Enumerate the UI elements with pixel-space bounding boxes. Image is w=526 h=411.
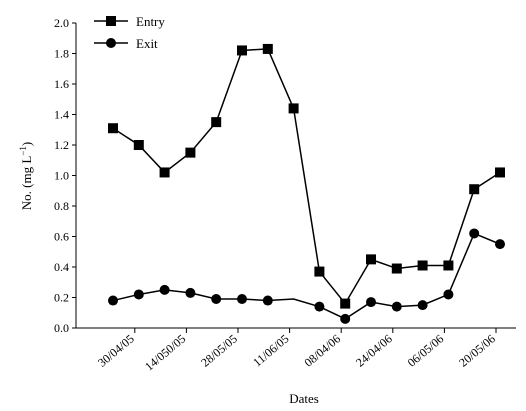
point-entry xyxy=(237,45,247,56)
point-entry xyxy=(469,184,480,195)
y-axis-title: No. (mg L−1) xyxy=(18,142,34,210)
point-entry xyxy=(417,260,428,271)
x-axis-title: Dates xyxy=(289,391,319,406)
point-exit xyxy=(443,289,454,300)
x-tick-label: 30/04/05 xyxy=(95,332,137,370)
point-exit xyxy=(133,289,144,300)
point-entry xyxy=(366,254,376,265)
point-entry xyxy=(314,266,325,277)
axes xyxy=(75,23,516,329)
point-entry xyxy=(159,167,170,178)
point-exit xyxy=(417,300,428,311)
point-exit xyxy=(340,313,351,324)
x-tick-label: 11/06/05 xyxy=(250,332,291,370)
point-exit xyxy=(262,295,273,306)
point-entry xyxy=(340,298,351,309)
point-exit xyxy=(495,239,505,250)
point-exit xyxy=(185,287,196,298)
point-exit xyxy=(159,284,170,295)
y-axis-title-main: No. (mg L xyxy=(19,156,34,211)
y-tick-label: 0.6 xyxy=(54,230,69,244)
point-entry xyxy=(262,43,273,54)
legend-exit-label: Exit xyxy=(136,36,158,51)
x-axis-ticks: 30/04/05 14/050/05 28/05/05 11/06/05 08/04/0… xyxy=(95,328,498,374)
point-entry xyxy=(185,147,196,158)
point-entry xyxy=(288,103,299,114)
y-tick-label: 1.4 xyxy=(54,108,69,122)
point-exit xyxy=(211,294,222,305)
series-line-exit xyxy=(112,232,501,320)
y-axis-ticks: 0.0 0.2 0.4 0.6 0.8 1.0 1.2 1.4 1.6 1.8 2.0 xyxy=(54,16,76,335)
point-exit xyxy=(366,297,376,308)
y-axis-title-close: ) xyxy=(19,142,34,146)
point-entry xyxy=(495,167,505,178)
point-exit xyxy=(108,295,118,306)
point-entry xyxy=(391,263,402,274)
x-tick-label: 06/05/06 xyxy=(405,332,447,370)
y-tick-label: 2.0 xyxy=(54,16,69,30)
series-layer xyxy=(108,43,505,324)
legend-exit-marker xyxy=(106,38,116,48)
y-axis-title-superscript: −1 xyxy=(18,146,28,156)
x-tick-label: 28/05/05 xyxy=(198,332,240,370)
y-tick-label: 0.2 xyxy=(54,291,69,305)
y-tick-label: 1.6 xyxy=(54,77,69,91)
y-tick-label: 1.8 xyxy=(54,47,69,61)
y-tick-label: 0.8 xyxy=(54,199,69,213)
y-tick-label: 0.0 xyxy=(54,321,69,335)
legend-entry-marker xyxy=(106,16,116,26)
legend-entry-label: Entry xyxy=(136,14,165,29)
x-tick-label: 24/04/06 xyxy=(353,332,395,370)
x-tick-label: 20/05/06 xyxy=(456,332,498,370)
point-entry xyxy=(211,117,222,128)
point-exit xyxy=(391,301,402,312)
x-tick-label: 14/050/05 xyxy=(142,332,188,374)
y-tick-label: 0.4 xyxy=(54,260,69,274)
point-exit xyxy=(237,294,247,305)
series-line-entry xyxy=(112,48,501,305)
legend: Entry Exit xyxy=(94,14,165,51)
point-exit xyxy=(469,228,480,239)
y-tick-label: 1.0 xyxy=(54,169,69,183)
point-exit xyxy=(314,301,325,312)
point-entry xyxy=(443,260,454,271)
x-tick-label: 08/04/06 xyxy=(301,332,343,370)
point-entry xyxy=(133,140,144,150)
point-entry xyxy=(108,123,118,134)
y-tick-label: 1.2 xyxy=(54,138,69,152)
